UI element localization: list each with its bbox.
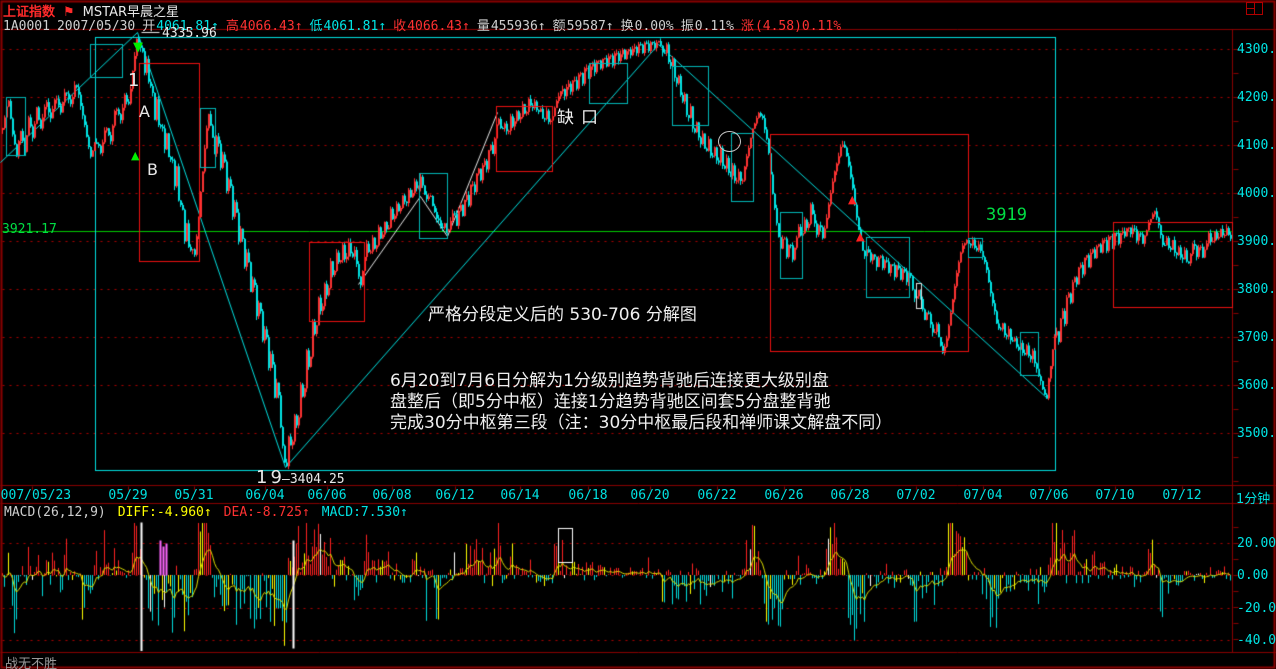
green-buy-arrow: ▲ [131,149,140,162]
title-bar: 上证指数 ⚑ MSTAR早晨之星 [3,1,179,20]
date-label: 07/04 [963,488,1003,503]
price-axis-label: 3700.0 [1237,330,1276,345]
status-bar-text: 战无不胜 [5,657,58,669]
red-signal-arrow-2: ▲ [856,230,865,243]
macd-axis-label: -40.00 [1237,633,1276,648]
date-label: 07/12 [1162,488,1202,503]
index-name: 上证指数 [3,5,56,20]
quote-field: 低 [309,19,323,34]
note-line: 6月20到7月6日分解为1分级别趋势背驰后连接更大级别盘 [390,371,829,391]
green-sell-arrow: ▼ [133,40,143,55]
level-price-label-left: 3921.17 [2,222,57,237]
window-layout-icon[interactable] [1246,2,1263,15]
macd-header-field: DEA:-8.725↑ [223,505,310,520]
app-title: MSTAR早晨之星 [82,5,179,20]
quote-field: 1A0001 [3,19,50,34]
gap-annotation: 缺口 [557,108,605,128]
date-label: 05/29 [108,488,148,503]
price-axis-label: 4300.0 [1237,42,1276,57]
quote-field: 4066.43↑ [407,19,470,34]
macd-axis-label: 0.00 [1237,568,1269,583]
date-label: 2007/05/23 [0,488,72,503]
price-axis-label: 4000.0 [1237,186,1276,201]
date-label: 07/02 [896,488,936,503]
macd-header: MACD(26,12,9) DIFF:-4.960↑ DEA:-8.725↑ MACD… [4,505,420,520]
chart-annotation-notes: 6月20到7月6日分解为1分级别趋势背驰后连接更大级别盘 盘整后（即5分中枢）连… [390,371,1010,434]
price-axis-label: 3800.0 [1237,282,1276,297]
quote-field: 0.11% [694,19,734,34]
date-label: 06/06 [307,488,347,503]
date-label: 06/18 [568,488,608,503]
quote-field: 振 [680,19,694,34]
quote-field: 换 [620,19,634,34]
date-label: 06/14 [500,488,540,503]
price-axis-label: 3500.0 [1237,426,1276,441]
note-line: 盘整后（即5分中枢）连接1分趋势背驰区间套5分盘整背驰 [390,392,831,412]
date-label: 07/06 [1029,488,1069,503]
quote-field: 量 [476,19,490,34]
red-signal-arrow-1: ▲ [848,193,857,206]
date-label: 05/31 [174,488,214,503]
quote-field: 59587↑ [566,19,614,34]
macd-axis-label: -20.00 [1237,601,1276,616]
quote-field: 4061.81↑ [156,19,219,34]
price-axis-label: 4200.0 [1237,90,1276,105]
date-label: 06/22 [697,488,737,503]
quote-field: 开 [142,19,156,34]
macd-header-field: MACD:7.530↑ [321,505,408,520]
quote-field: 额 [552,19,566,34]
price-axis-label: 4100.0 [1237,138,1276,153]
low-price-label: —3404.25 [282,472,345,487]
level-price-label-right: 3919 [986,205,1027,225]
price-axis-label: 3600.0 [1237,378,1276,393]
date-label: 06/20 [630,488,670,503]
macd-header-field: DIFF:-4.960↑ [117,505,212,520]
flag-icon: ⚑ [63,5,75,20]
date-label: 06/28 [830,488,870,503]
quote-field: 4066.43↑ [239,19,303,34]
date-label: 07/10 [1095,488,1135,503]
note-line: 完成30分中枢第三段（注：30分中枢最后段和禅师课文解盘不同） [390,413,893,433]
macd-axis-label: 20.00 [1237,536,1276,551]
chart-annotation-title: 严格分段定义后的 530-706 分解图 [428,305,697,325]
period-selector[interactable]: 1分钟 [1236,492,1271,507]
quote-field: 455936↑ [490,19,546,34]
peak-price-label: 4335.96 [162,26,217,41]
macd-header-field: MACD(26,12,9) [4,505,106,520]
quote-field: 涨 [740,19,754,34]
date-label: 06/04 [245,488,285,503]
price-axis-label: 3900.0 [1237,234,1276,249]
window-layout-icon-line [1247,8,1255,9]
quote-field: 收 [393,19,407,34]
date-label: 06/08 [372,488,412,503]
quote-row: 1A0001 2007/05/30 开4061.81↑ 高4066.43↑ 低4061.… [3,15,842,34]
segment-label-19: 19 [256,467,285,488]
quote-field: 2007/05/30 [56,19,136,34]
quote-field: 高 [225,19,239,34]
quote-field: (4.58)0.11% [754,19,842,34]
date-label: 06/26 [764,488,804,503]
quote-field: 0.00% [634,19,674,34]
quote-field: 4061.81↑ [323,19,387,34]
segment-label-a: A [139,102,150,121]
segment-label-1: 1 [128,70,140,91]
date-label: 06/12 [435,488,475,503]
segment-label-b: B [147,160,158,179]
circle-annotation [718,131,741,152]
